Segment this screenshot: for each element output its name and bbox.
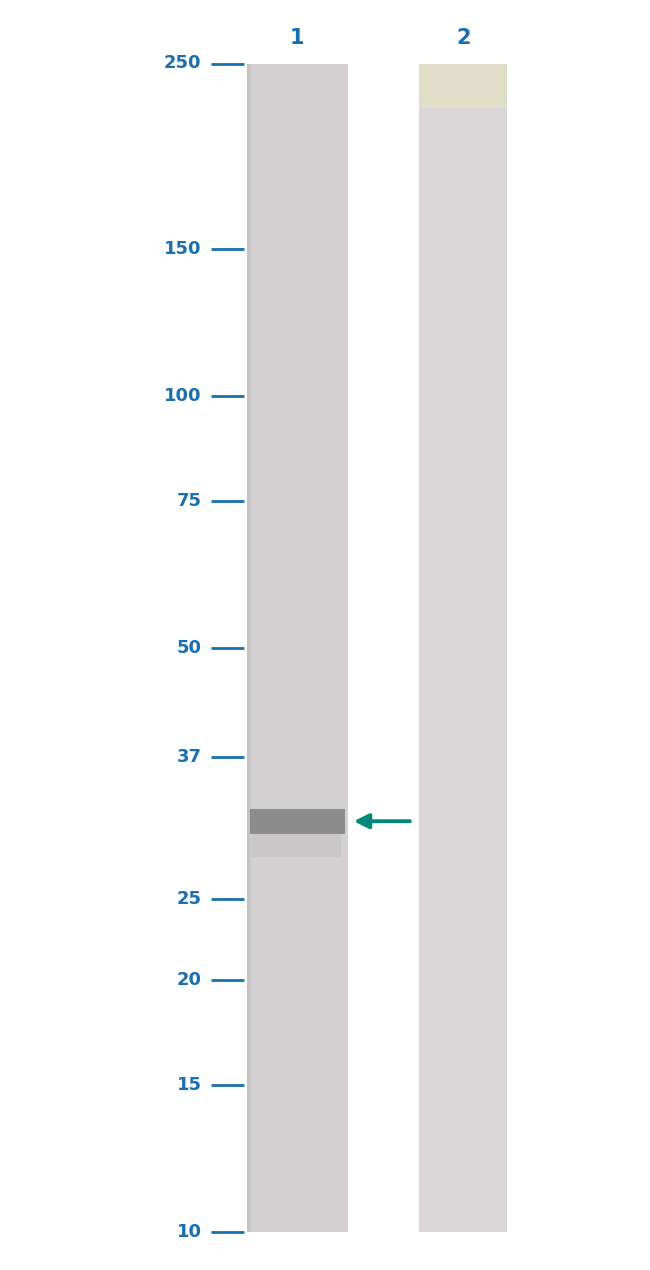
Text: 100: 100 (164, 387, 202, 405)
Bar (250, 809, 345, 834)
Bar (419, 64, 507, 108)
Bar (247, 64, 250, 1232)
Text: 10: 10 (177, 1223, 202, 1241)
Bar (419, 64, 507, 1232)
Text: 150: 150 (164, 240, 202, 258)
Bar (247, 64, 249, 1232)
Text: 37: 37 (177, 748, 202, 766)
Text: 15: 15 (177, 1076, 202, 1093)
Text: 25: 25 (177, 890, 202, 908)
Text: 2: 2 (456, 28, 471, 48)
Text: 1: 1 (290, 28, 305, 48)
Text: 75: 75 (177, 491, 202, 509)
Text: 250: 250 (164, 55, 202, 72)
Bar (247, 64, 250, 1232)
Text: 50: 50 (177, 639, 202, 657)
Bar (247, 64, 348, 1232)
Text: 20: 20 (177, 972, 202, 989)
Bar (247, 64, 251, 1232)
Bar (252, 834, 341, 857)
